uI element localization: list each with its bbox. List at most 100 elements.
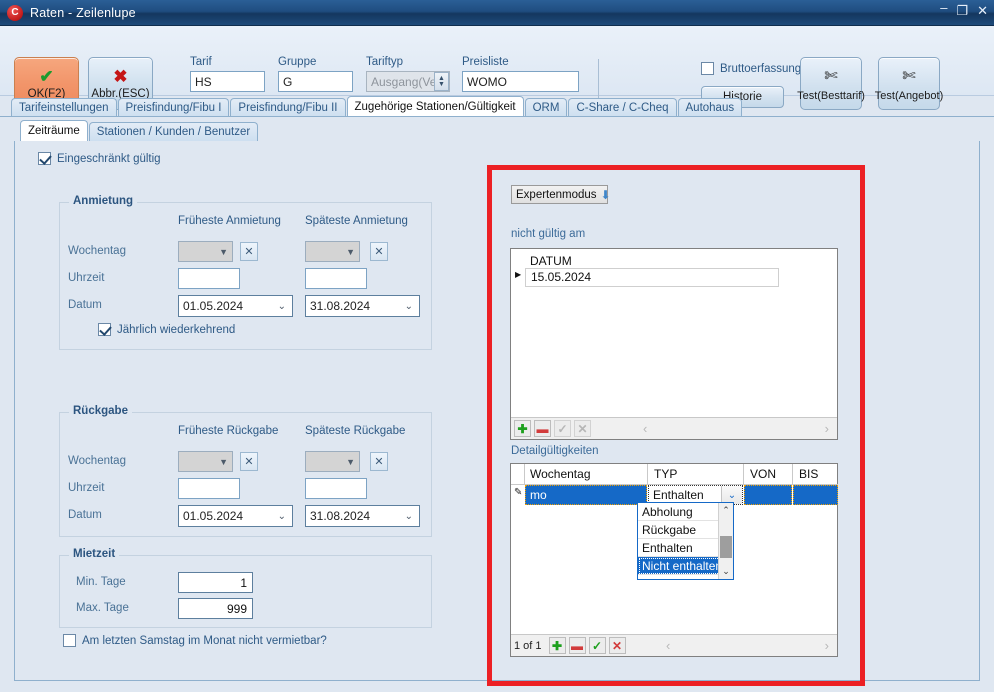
anmietung-uhrzeit-frueheste-input[interactable] xyxy=(178,268,240,289)
detail-confirm-button[interactable]: ✓ xyxy=(588,637,606,654)
detail-grid-col-wochentag[interactable]: Wochentag xyxy=(530,467,591,481)
tab-preisfindung-fibu-1[interactable]: Preisfindung/Fibu I xyxy=(117,98,230,117)
eingeschraenkt-gueltig-row[interactable]: Eingeschränkt gültig xyxy=(38,152,161,165)
dates-grid[interactable]: DATUM 15.05.2024 ▶ ✚ ▬ ✓ ✕ ‹ › xyxy=(510,248,838,440)
detail-remove-button[interactable]: ▬ xyxy=(568,637,586,654)
detail-add-button[interactable]: ✚ xyxy=(548,637,566,654)
anmietung-wochentag-spaeteste-clear-button[interactable]: ✕ xyxy=(370,242,388,261)
chevron-down-icon[interactable]: ⌄ xyxy=(277,510,286,522)
gruppe-input[interactable] xyxy=(278,71,353,92)
row-marker-icon: ▶ xyxy=(515,270,522,279)
tariftyp-spinner[interactable]: ▲▼ xyxy=(366,71,450,92)
check-icon: ✔ xyxy=(39,66,54,86)
group-mietzeit: Mietzeit Min. Tage Max. Tage xyxy=(59,548,432,628)
tab-autohaus[interactable]: Autohaus xyxy=(677,98,743,117)
rueckgabe-uhrzeit-frueheste-input[interactable] xyxy=(178,478,240,499)
rueckgabe-datum-frueheste-datepicker[interactable]: 01.05.2024 ⌄ xyxy=(178,505,293,527)
scroll-up-icon[interactable]: ⌃ xyxy=(722,505,730,515)
detail-scroll-next-icon[interactable]: › xyxy=(824,638,829,653)
detail-row-0-typ-editor[interactable]: Enthalten ⌄ xyxy=(648,485,743,505)
chevron-down-icon: ▼ xyxy=(219,456,228,467)
anmietung-datum-frueheste-value: 01.05.2024 xyxy=(183,299,244,313)
close-button[interactable]: ✕ xyxy=(977,3,988,18)
typ-option-rueckgabe[interactable]: Rückgabe xyxy=(638,521,733,539)
jaehrlich-wiederkehrend-row[interactable]: Jährlich wiederkehrend xyxy=(98,323,235,336)
scroll-down-icon[interactable]: ⌄ xyxy=(722,566,730,576)
dates-remove-button[interactable]: ▬ xyxy=(534,420,551,437)
mietzeit-max-tage-input[interactable] xyxy=(178,598,253,619)
close-icon: ✕ xyxy=(244,456,254,468)
maximize-button[interactable]: ❐ xyxy=(956,3,969,18)
anmietung-datum-frueheste-datepicker[interactable]: 01.05.2024 ⌄ xyxy=(178,295,293,317)
typ-option-abholung[interactable]: Abholung xyxy=(638,503,733,521)
mietzeit-min-tage-label: Min. Tage xyxy=(76,576,126,588)
group-mietzeit-title: Mietzeit xyxy=(69,548,120,560)
detail-scroll-prev-icon[interactable]: ‹ xyxy=(666,638,671,653)
scrollbar-thumb[interactable] xyxy=(720,536,732,558)
test-besttarif-button[interactable]: ✄ Test(Besttarif) xyxy=(797,57,865,110)
typ-dropdown-scrollbar[interactable]: ⌃ ⌄ xyxy=(718,503,733,579)
chevron-down-icon: ▼ xyxy=(346,456,355,467)
rueckgabe-wochentag-frueheste-clear-button[interactable]: ✕ xyxy=(240,452,258,471)
chevron-down-icon[interactable]: ⌄ xyxy=(404,300,413,312)
jaehrlich-wiederkehrend-checkbox[interactable] xyxy=(98,323,111,336)
chevron-down-icon[interactable]: ⌄ xyxy=(277,300,286,312)
rueckgabe-uhrzeit-spaeteste-input[interactable] xyxy=(305,478,367,499)
subtab-zeitraeume[interactable]: Zeiträume xyxy=(20,120,88,141)
preisliste-input[interactable] xyxy=(462,71,579,92)
mietzeit-min-tage-input[interactable] xyxy=(178,572,253,593)
tab-preisfindung-fibu-2[interactable]: Preisfindung/Fibu II xyxy=(230,98,346,117)
detail-cancel-button[interactable]: ✕ xyxy=(608,637,626,654)
tariftyp-input[interactable] xyxy=(366,71,450,92)
spinner-arrows-icon[interactable]: ▲ ▼ xyxy=(434,72,449,91)
detail-grid-col-bis[interactable]: BIS xyxy=(799,467,819,481)
anmietung-datum-spaeteste-datepicker[interactable]: 31.08.2024 ⌄ xyxy=(305,295,420,317)
main-tabbar: Tarifeinstellungen Preisfindung/Fibu I P… xyxy=(0,96,994,117)
tarif-input[interactable] xyxy=(190,71,265,92)
rueckgabe-wochentag-frueheste-combo[interactable]: ▼ xyxy=(178,451,233,472)
cross-icon: ✖ xyxy=(113,66,128,86)
close-icon: ✕ xyxy=(244,246,254,258)
detail-row-0-typ-dropdown-button[interactable]: ⌄ xyxy=(721,486,742,504)
typ-dropdown-list[interactable]: Abholung Rückgabe Enthalten Nicht enthal… xyxy=(637,502,734,580)
top-toolbar: ✔ OK(F2) ✖ Abbr.(ESC) Tarif Gruppe Tarif… xyxy=(0,26,994,110)
subtab-stationen-kunden-benutzer[interactable]: Stationen / Kunden / Benutzer xyxy=(88,122,259,141)
rueckgabe-wochentag-spaeteste-combo[interactable]: ▼ xyxy=(305,451,360,472)
letzter-samstag-checkbox[interactable] xyxy=(63,634,76,647)
bruttoerfassung-checkbox-row[interactable]: Bruttoerfassung xyxy=(701,62,801,75)
detail-row-0-von[interactable] xyxy=(744,485,792,505)
dates-scroll-prev-icon[interactable]: ‹ xyxy=(643,421,648,436)
anmietung-uhrzeit-spaeteste-input[interactable] xyxy=(305,268,367,289)
table-row[interactable]: 15.05.2024 xyxy=(525,268,779,287)
letzter-samstag-row[interactable]: Am letzten Samstag im Monat nicht vermie… xyxy=(63,634,327,647)
dates-add-button[interactable]: ✚ xyxy=(514,420,531,437)
detail-row-0-wochentag[interactable]: mo xyxy=(525,485,647,505)
test-angebot-button[interactable]: ✄ Test(Angebot) xyxy=(875,57,943,110)
bruttoerfassung-checkbox[interactable] xyxy=(701,62,714,75)
dates-confirm-button[interactable]: ✓ xyxy=(554,420,571,437)
anmietung-wochentag-frueheste-combo[interactable]: ▼ xyxy=(178,241,233,262)
tab-zugehoerige-stationen-gueltigkeit[interactable]: Zugehörige Stationen/Gültigkeit xyxy=(346,96,524,117)
test-besttarif-label: Test(Besttarif) xyxy=(797,89,865,102)
anmietung-wochentag-frueheste-clear-button[interactable]: ✕ xyxy=(240,242,258,261)
tab-c-share-c-cheq[interactable]: C-Share / C-Cheq xyxy=(568,98,677,117)
anmietung-wochentag-spaeteste-combo[interactable]: ▼ xyxy=(305,241,360,262)
dates-cancel-button[interactable]: ✕ xyxy=(574,420,591,437)
dates-scroll-next-icon[interactable]: › xyxy=(824,421,829,436)
tab-orm[interactable]: ORM xyxy=(524,98,568,117)
expertenmodus-button[interactable]: Expertenmodus ⬇ xyxy=(511,185,611,204)
chevron-down-icon[interactable]: ⌄ xyxy=(404,510,413,522)
mietzeit-max-tage-label: Max. Tage xyxy=(76,602,129,614)
eingeschraenkt-gueltig-checkbox[interactable] xyxy=(38,152,51,165)
detail-grid-col-von[interactable]: VON xyxy=(750,467,777,481)
rueckgabe-datum-spaeteste-datepicker[interactable]: 31.08.2024 ⌄ xyxy=(305,505,420,527)
detail-grid-col-typ[interactable]: TYP xyxy=(654,467,678,481)
toolbar-divider xyxy=(598,59,599,109)
rueckgabe-wochentag-spaeteste-clear-button[interactable]: ✕ xyxy=(370,452,388,471)
detail-row-0-bis[interactable] xyxy=(793,485,838,505)
tab-tarifeinstellungen[interactable]: Tarifeinstellungen xyxy=(11,98,117,117)
detail-grid[interactable]: Wochentag TYP VON BIS ✎ mo Enthalten ⌄ 1… xyxy=(510,463,838,657)
minimize-button[interactable]: – xyxy=(940,0,948,15)
typ-option-nicht-enthalten[interactable]: Nicht enthalten xyxy=(638,557,733,575)
typ-option-enthalten[interactable]: Enthalten xyxy=(638,539,733,557)
